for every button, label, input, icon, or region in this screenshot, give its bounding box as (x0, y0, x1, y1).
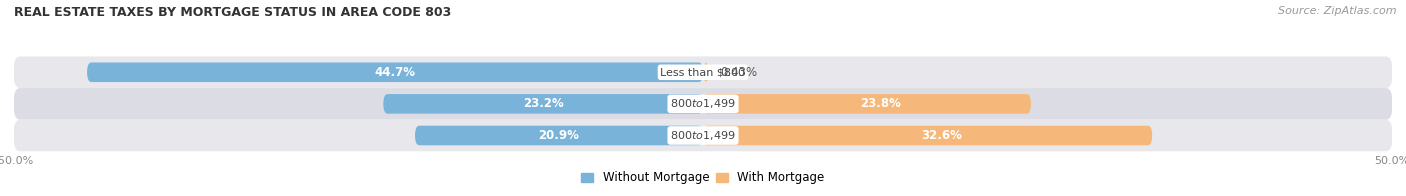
Text: $800 to $1,499: $800 to $1,499 (671, 129, 735, 142)
Legend: Without Mortgage, With Mortgage: Without Mortgage, With Mortgage (581, 171, 825, 184)
Text: REAL ESTATE TAXES BY MORTGAGE STATUS IN AREA CODE 803: REAL ESTATE TAXES BY MORTGAGE STATUS IN … (14, 6, 451, 19)
FancyBboxPatch shape (415, 126, 703, 145)
FancyBboxPatch shape (14, 120, 1392, 151)
Text: $800 to $1,499: $800 to $1,499 (671, 97, 735, 110)
Text: 20.9%: 20.9% (538, 129, 579, 142)
FancyBboxPatch shape (703, 94, 1031, 114)
Text: Less than $800: Less than $800 (661, 67, 745, 77)
FancyBboxPatch shape (703, 63, 709, 82)
Text: 0.43%: 0.43% (720, 66, 756, 79)
Text: 32.6%: 32.6% (921, 129, 962, 142)
Text: 44.7%: 44.7% (374, 66, 416, 79)
FancyBboxPatch shape (87, 63, 703, 82)
FancyBboxPatch shape (384, 94, 703, 114)
Text: Source: ZipAtlas.com: Source: ZipAtlas.com (1278, 6, 1396, 16)
FancyBboxPatch shape (14, 88, 1392, 120)
FancyBboxPatch shape (14, 56, 1392, 88)
FancyBboxPatch shape (703, 126, 1152, 145)
Text: 23.8%: 23.8% (860, 97, 901, 110)
Text: 23.2%: 23.2% (523, 97, 564, 110)
